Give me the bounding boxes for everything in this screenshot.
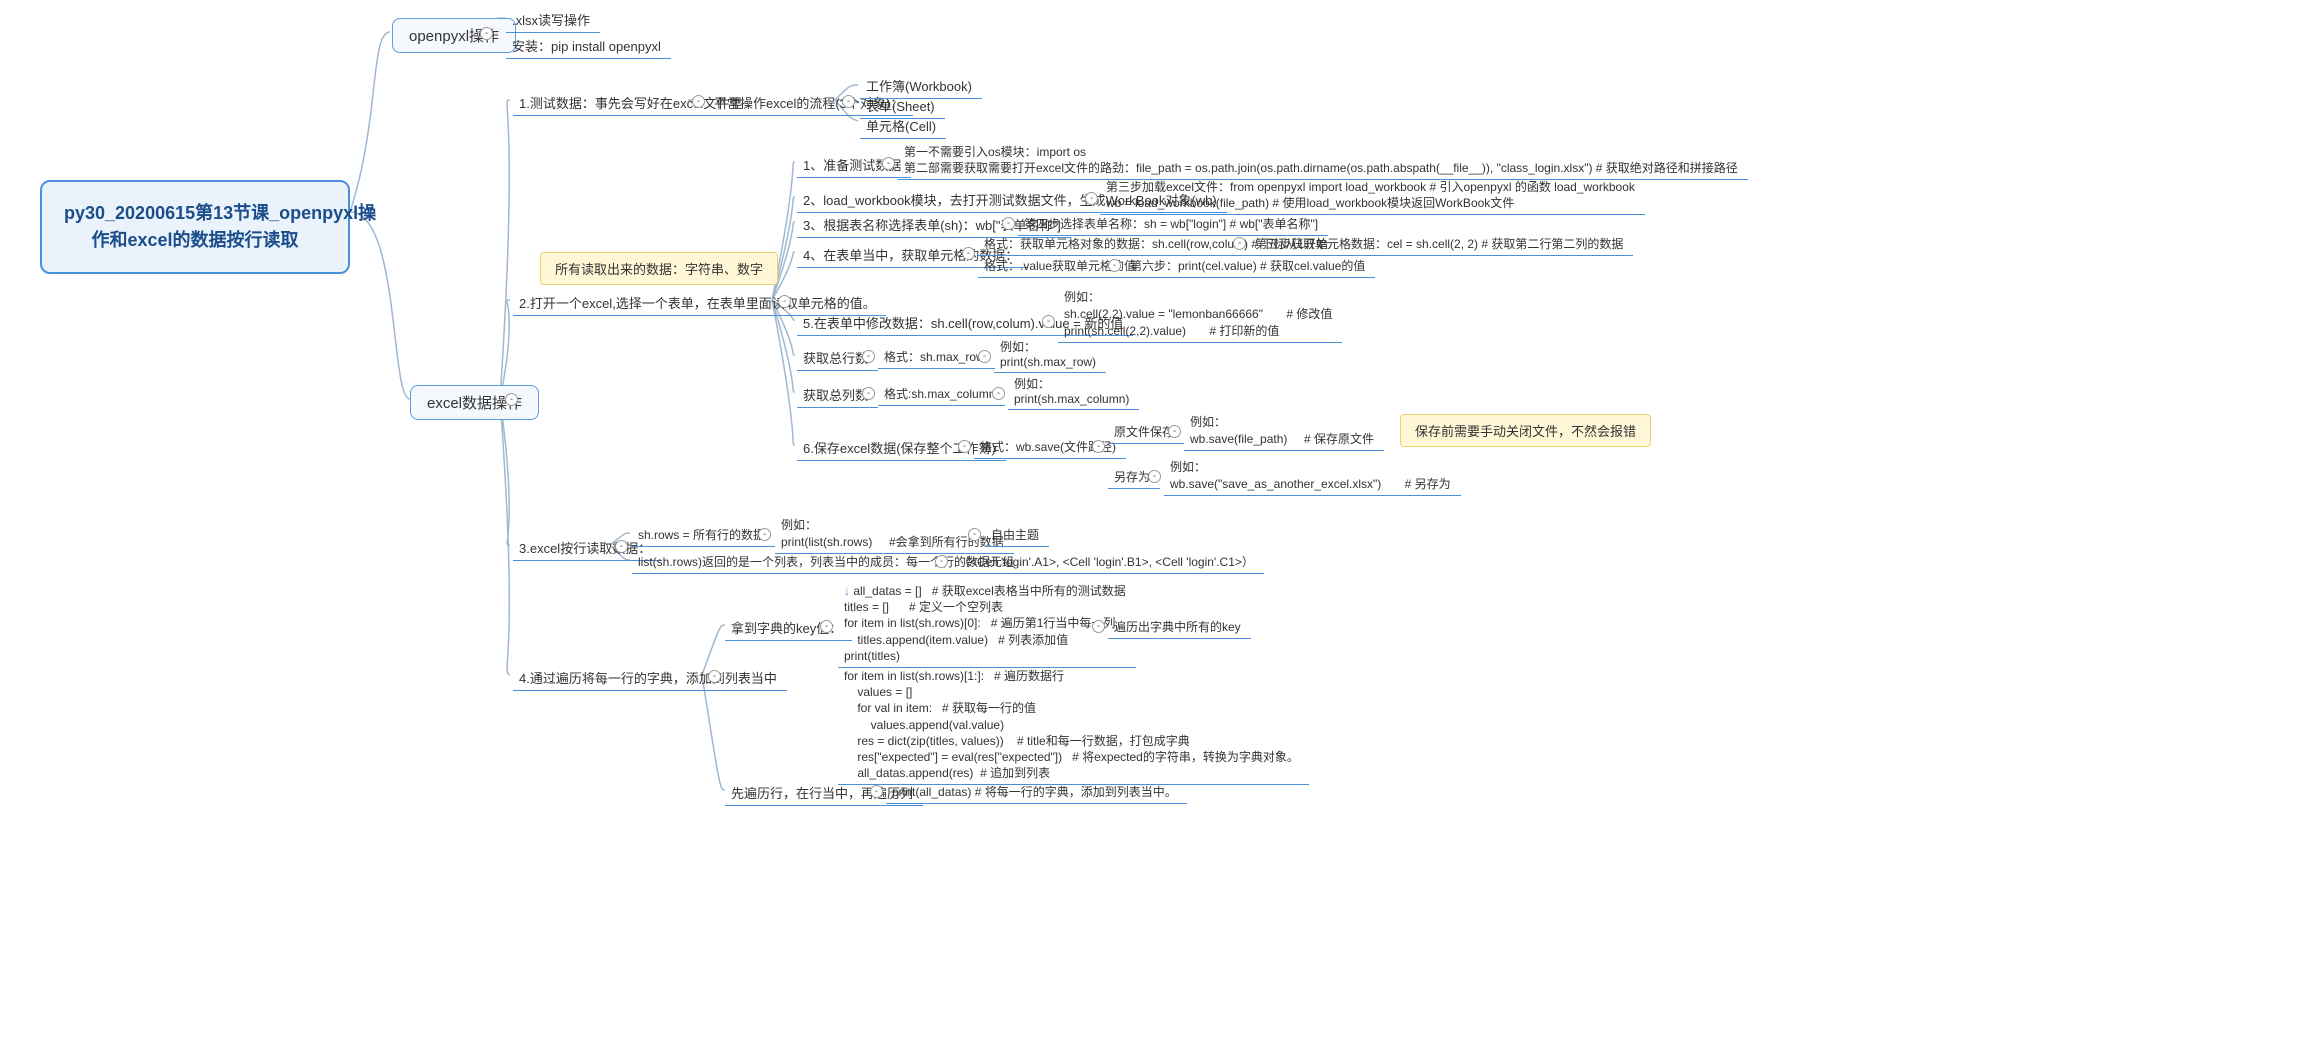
- leaf-install: 安装：pip install openpyxl: [506, 33, 671, 59]
- toggle-icon[interactable]: -: [968, 528, 981, 541]
- toggle-icon[interactable]: -: [1148, 470, 1161, 483]
- toggle-icon[interactable]: -: [1092, 620, 1105, 633]
- sec4-key: 拿到字典的key值：: [725, 615, 852, 641]
- toggle-icon[interactable]: -: [758, 528, 771, 541]
- root-line1: py30_20200615第13节课_openpyxl操: [64, 203, 376, 223]
- toggle-icon[interactable]: -: [1002, 217, 1015, 230]
- toggle-icon[interactable]: -: [1168, 425, 1181, 438]
- root-node: py30_20200615第13节课_openpyxl操 作和excel的数据按…: [40, 180, 350, 274]
- toggle-icon[interactable]: -: [842, 95, 855, 108]
- leaf-xlsx: .xlsx读写操作: [506, 7, 600, 33]
- toggle-icon[interactable]: -: [1042, 315, 1055, 328]
- toggle-icon[interactable]: -: [958, 440, 971, 453]
- sec4-title: 4.通过遍历将每一行的字典，添加到列表当中: [513, 665, 787, 691]
- sec4-iter-code: for item in list(sh.rows)[1:]: # 遍历数据行 v…: [838, 665, 1309, 785]
- toggle-icon[interactable]: -: [978, 350, 991, 363]
- sec3-b-ex: （<Cell 'login'.A1>, <Cell 'login'.B1>, <…: [952, 550, 1264, 574]
- toggle-icon[interactable]: -: [870, 785, 883, 798]
- toggle-icon[interactable]: -: [820, 620, 833, 633]
- sec2-s6-note: 保存前需要手动关闭文件，不然会报错: [1400, 414, 1651, 447]
- sec2-s2ab: 第三步加载excel文件：from openpyxl import load_w…: [1100, 177, 1645, 215]
- toggle-icon[interactable]: -: [992, 387, 1005, 400]
- toggle-icon[interactable]: -: [935, 555, 948, 568]
- arrow-icon: ↓: [844, 584, 853, 598]
- sec2-s4b2: 第六步：print(cel.value) # 获取cel.value的值: [1124, 254, 1375, 278]
- excel-node[interactable]: excel数据操作: [410, 385, 539, 420]
- sec3-a-free: 自由主题: [985, 523, 1049, 547]
- openpyxl-node[interactable]: openpyxl操作: [392, 18, 516, 53]
- sec2-note: 所有读取出来的数据：字符串、数字: [540, 252, 778, 285]
- sec1-c3: 单元格(Cell): [860, 113, 946, 139]
- root-line2: 作和excel的数据按行读取: [91, 230, 298, 250]
- sec2-s4a2: 第五步获取单元格数据：cel = sh.cell(2, 2) # 获取第二行第二…: [1249, 232, 1633, 256]
- sec2-rows-ex: 例如： print(sh.max_row): [994, 335, 1106, 373]
- sec4-key-code: ↓ all_datas = [] # 获取excel表格当中所有的测试数据 ti…: [838, 580, 1136, 668]
- toggle-icon[interactable]: -: [692, 95, 705, 108]
- toggle-icon[interactable]: -: [862, 350, 875, 363]
- toggle-icon[interactable]: -: [1085, 192, 1098, 205]
- sec2-s6-as-ex: 例如： wb.save("save_as_another_excel.xlsx"…: [1164, 455, 1461, 496]
- toggle-icon[interactable]: -: [882, 157, 895, 170]
- toggle-icon[interactable]: -: [708, 670, 721, 683]
- sec2-s6-orig-ex: 例如： wb.save(file_path) # 保存原文件: [1184, 410, 1384, 451]
- toggle-icon[interactable]: -: [505, 393, 518, 406]
- sec4-iter-ex: print(all_datas) # 将每一行的字典，添加到列表当中。: [886, 780, 1187, 804]
- toggle-icon[interactable]: -: [1233, 237, 1246, 250]
- toggle-icon[interactable]: -: [1108, 259, 1121, 272]
- toggle-icon[interactable]: -: [1092, 440, 1105, 453]
- toggle-icon[interactable]: -: [615, 540, 628, 553]
- sec4-key-right: 遍历出字典中所有的key: [1108, 615, 1251, 639]
- sec2-cols-fmt: 格式:sh.max_column: [878, 382, 1005, 406]
- toggle-icon[interactable]: -: [962, 247, 975, 260]
- sec2-cols-ex: 例如： print(sh.max_column): [1008, 372, 1139, 410]
- toggle-icon[interactable]: -: [778, 295, 791, 308]
- sec2-s1ab: 第一不需要引入os模块：import os 第二部需要获取需要打开excel文件…: [898, 142, 1748, 180]
- toggle-icon[interactable]: -: [862, 387, 875, 400]
- sec3-a: sh.rows = 所有行的数据: [632, 523, 775, 547]
- toggle-icon[interactable]: -: [480, 27, 493, 40]
